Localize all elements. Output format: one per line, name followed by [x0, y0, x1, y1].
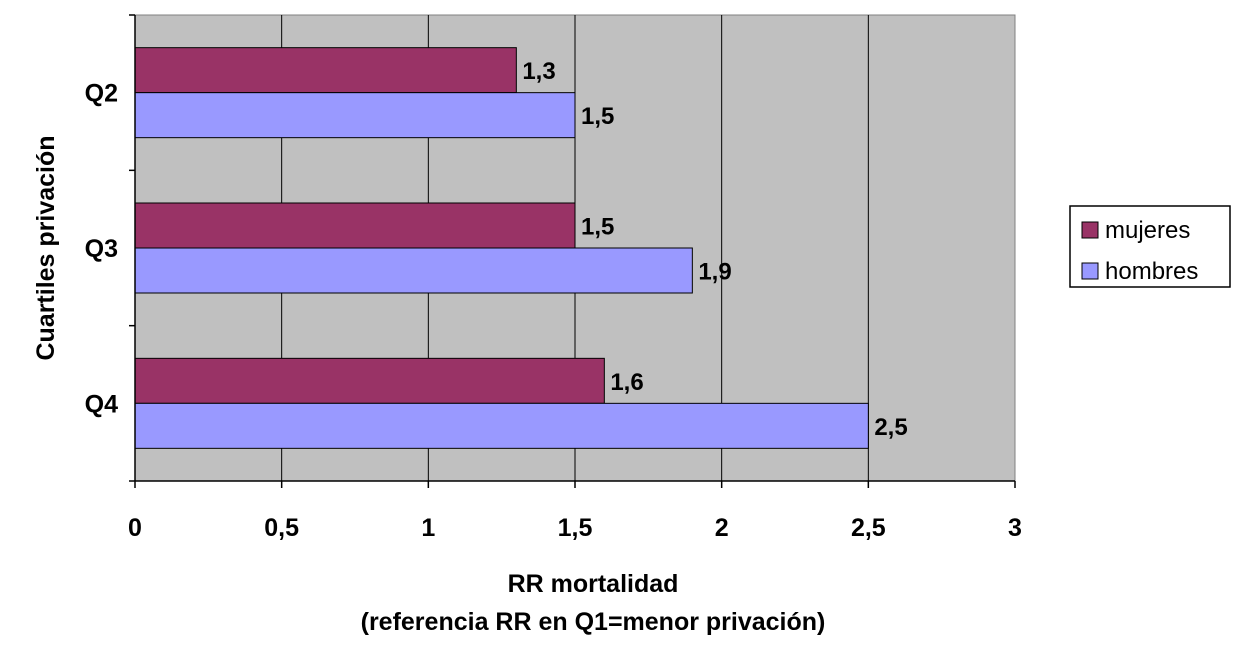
x-tick-label: 1: [421, 514, 435, 542]
data-label: 1,9: [698, 259, 731, 286]
x-tick-label: 0,5: [264, 514, 299, 542]
bar-mujeres-q2: [134, 47, 517, 94]
data-label: 1,5: [581, 103, 614, 130]
bar-mujeres-q3: [134, 202, 576, 249]
legend-label-hombres: hombres: [1105, 258, 1198, 285]
data-label: 2,5: [874, 414, 907, 441]
data-label: 1,6: [610, 369, 643, 396]
x-tick-label: 2: [715, 514, 729, 542]
bar-mujeres-q4: [134, 357, 605, 404]
x-tick-label: 1,5: [558, 514, 593, 542]
x-tick-label: 3: [1008, 514, 1022, 542]
data-label: 1,5: [581, 214, 614, 241]
category-label-q4: Q4: [85, 390, 118, 418]
legend: mujeres hombres: [1069, 205, 1231, 288]
x-axis-title-line2: (referencia RR en Q1=menor privación): [361, 608, 826, 636]
x-axis-title-line1: RR mortalidad: [508, 570, 679, 598]
bar-hombres-q2: [134, 92, 576, 139]
x-tick-label: 0: [128, 514, 142, 542]
legend-swatch-mujeres: [1081, 221, 1099, 239]
bar-hombres-q3: [134, 247, 693, 294]
legend-swatch-hombres: [1081, 262, 1099, 280]
x-tick-label: 2,5: [851, 514, 886, 542]
legend-label-mujeres: mujeres: [1105, 217, 1190, 244]
bar-hombres-q4: [134, 402, 869, 449]
category-label-q3: Q3: [85, 235, 118, 263]
y-axis-title: Cuartiles privación: [32, 135, 60, 360]
category-label-q2: Q2: [85, 80, 118, 108]
data-label: 1,3: [522, 58, 555, 85]
